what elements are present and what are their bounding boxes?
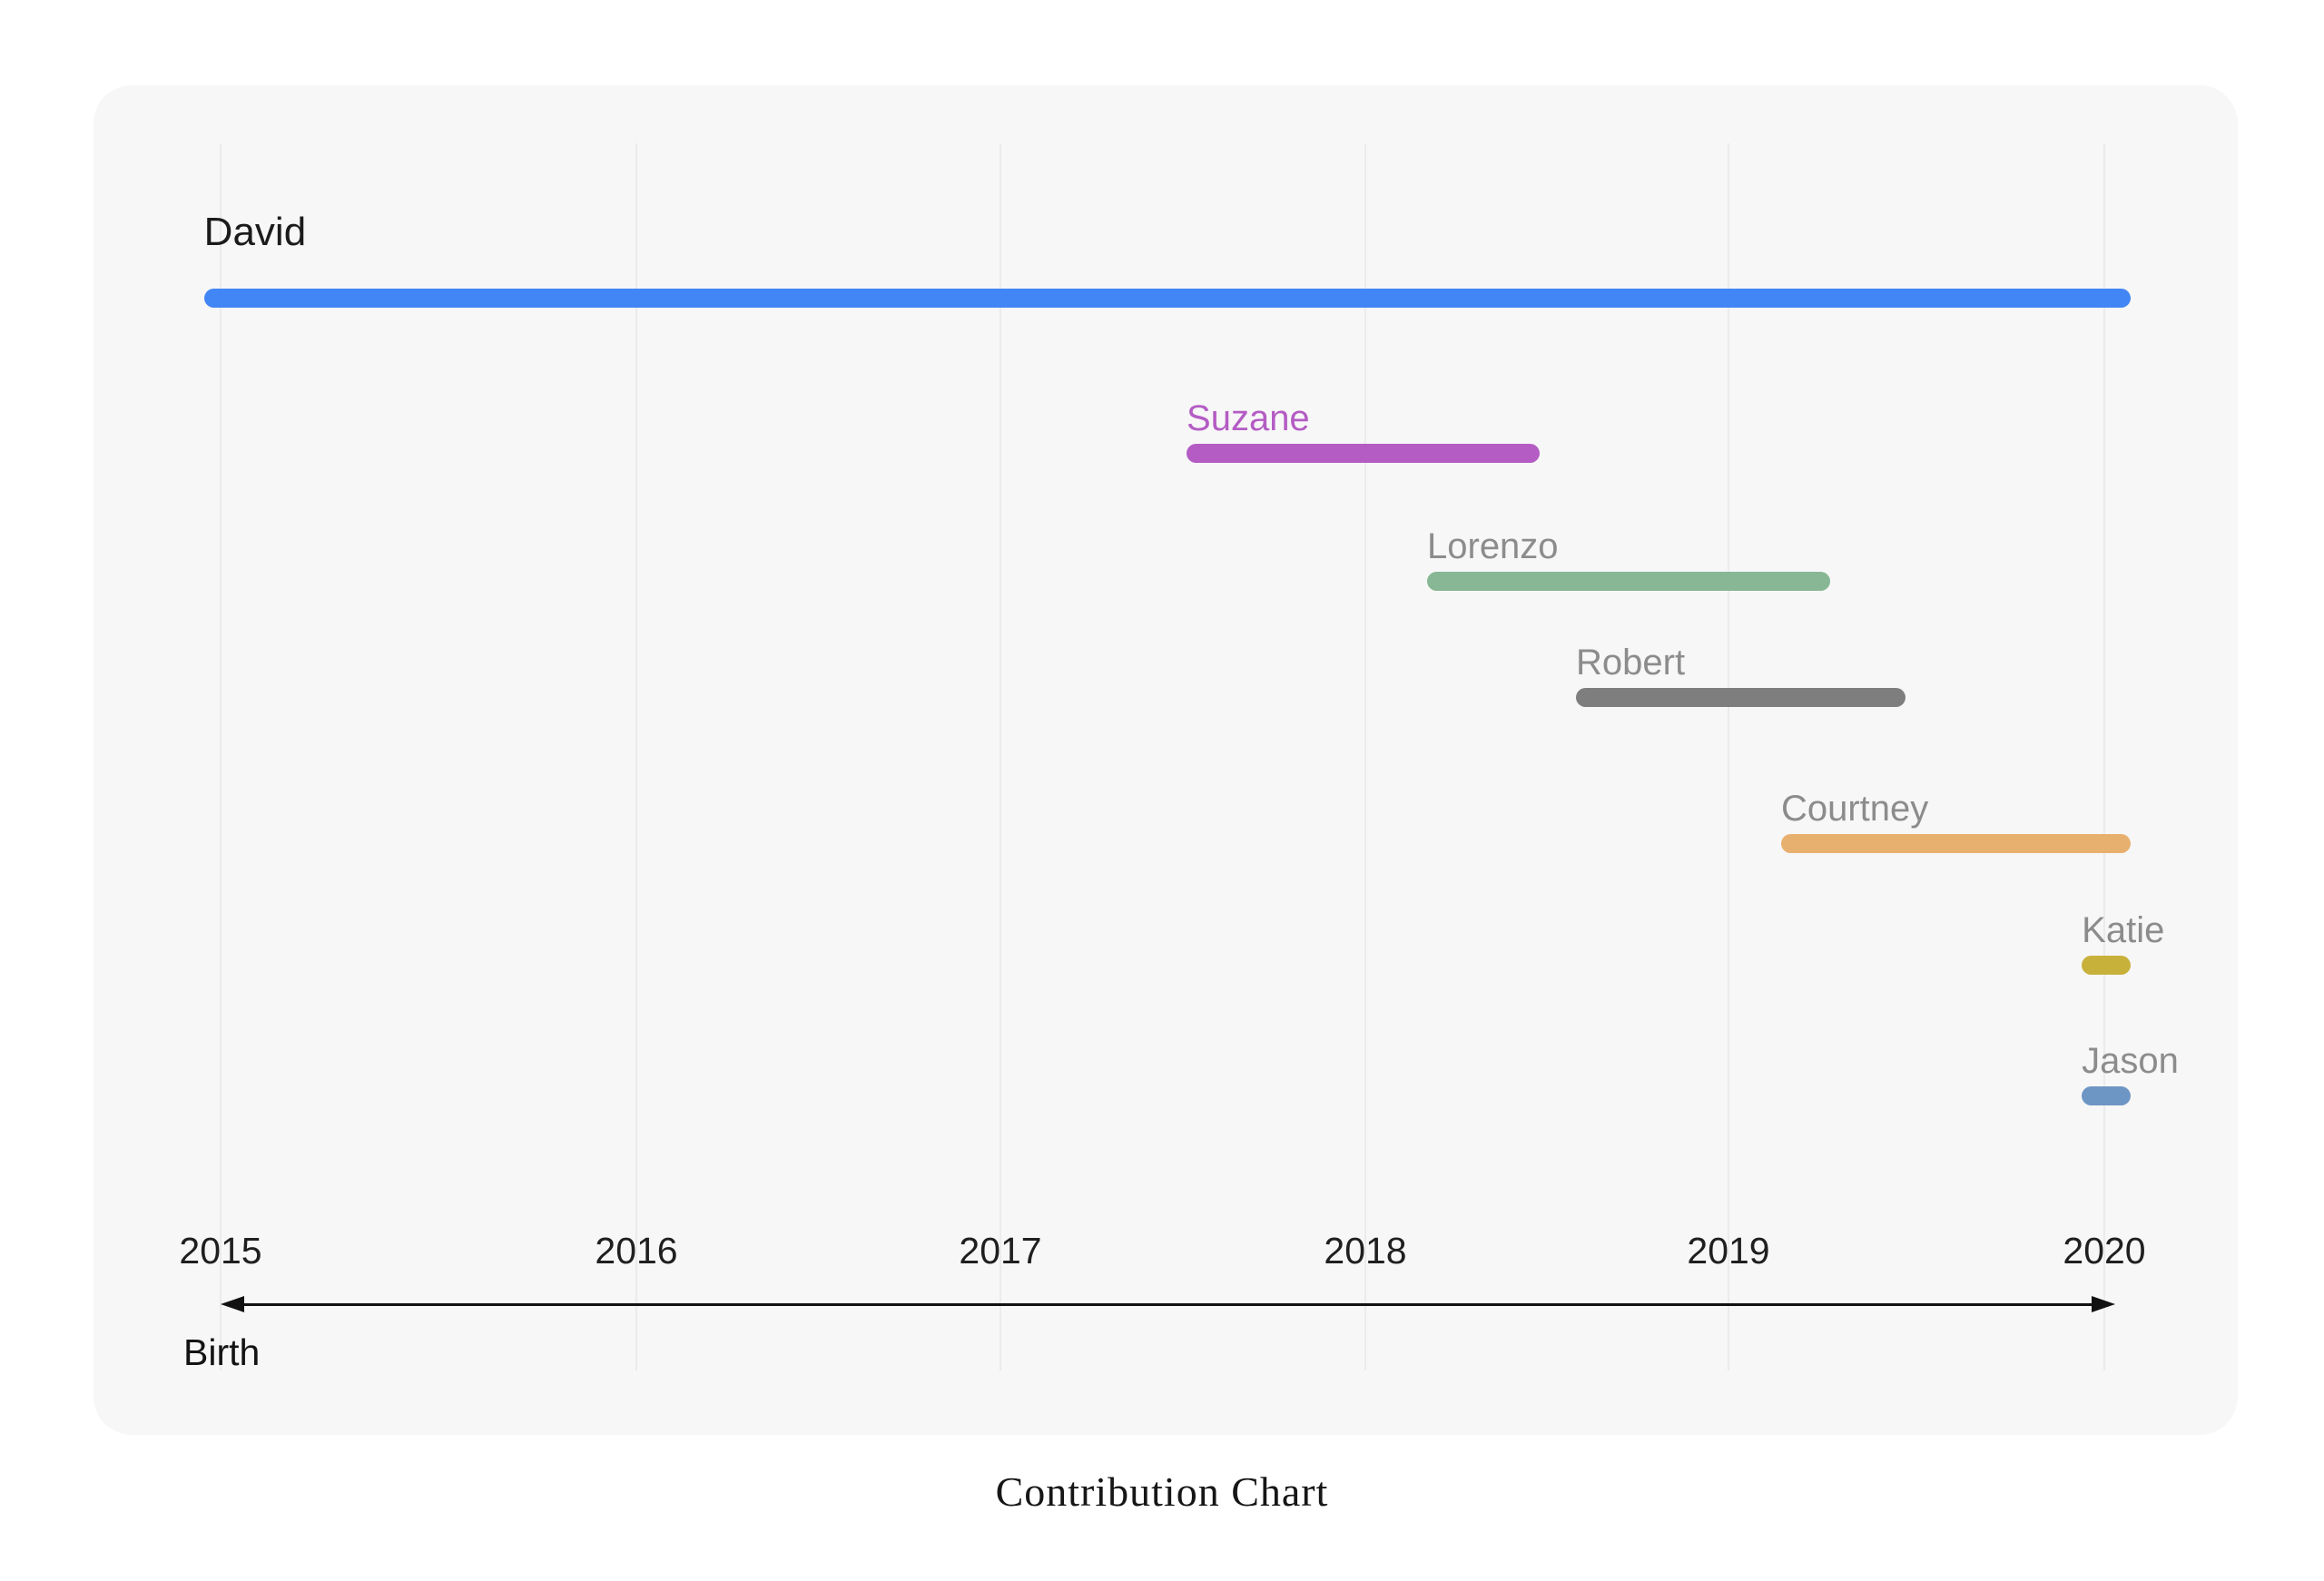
gridline-year [635,143,637,1370]
bar-label-david: David [203,209,307,254]
axis-tick-label: 2018 [1324,1230,1407,1272]
arrowhead-left-icon [221,1296,244,1312]
axis-tick-label: 2016 [595,1230,678,1272]
gridline-year [220,143,222,1370]
bar-label-katie: Katie [2082,909,2165,950]
timeline-bar-suzane [1187,443,1540,463]
bar-label-suzane: Suzane [1187,398,1310,438]
x-axis-arrow-line [239,1303,2097,1306]
axis-tick-label: 2017 [959,1230,1042,1272]
arrowhead-right-icon [2092,1296,2115,1312]
chart-title: Contribution Chart [995,1468,1329,1515]
timeline-bar-robert [1576,687,1905,707]
bar-label-robert: Robert [1576,642,1686,682]
timeline-bar-katie [2082,955,2131,975]
axis-tick-label: 2015 [179,1230,262,1272]
gridline-year [1364,143,1366,1370]
bar-label-jason: Jason [2082,1040,2179,1081]
timeline-bar-courtney [1780,833,2131,853]
gridline-year [2103,143,2105,1370]
bar-label-lorenzo: Lorenzo [1427,525,1559,566]
axis-tick-label: 2019 [1687,1230,1770,1272]
x-axis-title: Birth [183,1331,261,1373]
gridline-year [1728,143,1729,1370]
bar-label-courtney: Courtney [1780,788,1929,829]
timeline-bar-jason [2082,1085,2131,1105]
chart-card [94,85,2238,1435]
axis-tick-label: 2020 [2063,1230,2146,1272]
gridline-year [1000,143,1001,1370]
timeline-bar-lorenzo [1427,571,1830,591]
timeline-bar-david [203,288,2131,308]
